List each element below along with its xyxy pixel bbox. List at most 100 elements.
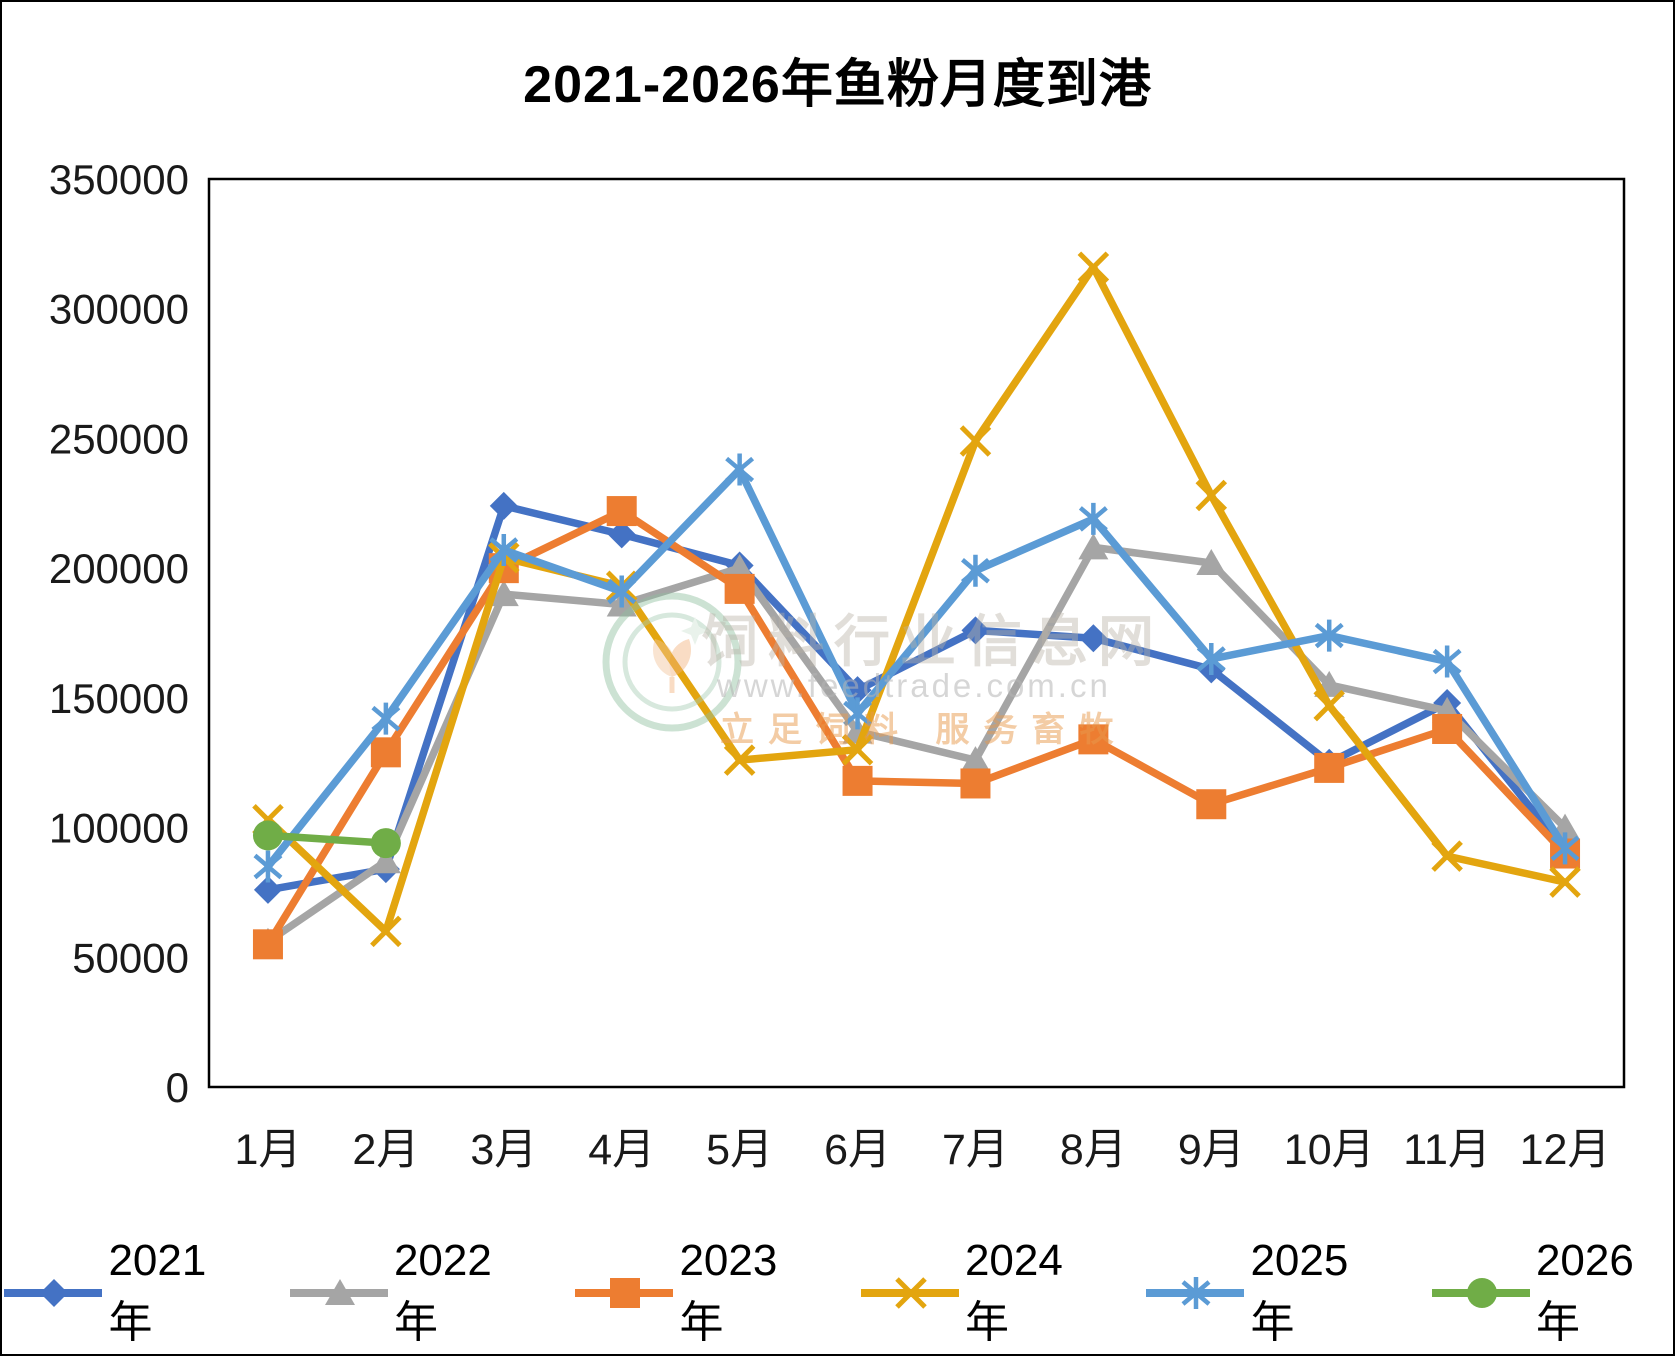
- marker-diamond: [40, 1279, 68, 1307]
- x-axis-label: 11月: [1403, 1126, 1491, 1174]
- legend-swatch: [1431, 1278, 1530, 1308]
- series-line: [264, 465, 1569, 871]
- marker-asterisk: [1181, 1277, 1211, 1309]
- marker-x: [841, 733, 874, 766]
- marker-square: [1196, 789, 1227, 820]
- legend-label: 2025年: [1250, 1236, 1349, 1347]
- marker-triangle: [370, 847, 401, 874]
- series-line: [264, 543, 1569, 946]
- marker-square: [370, 737, 401, 768]
- series-line: [264, 507, 1569, 949]
- legend-item-2026年: 2026年: [1430, 1236, 1674, 1350]
- x-axis-label: 4月: [588, 1126, 655, 1174]
- x-axis-label: 10月: [1284, 1126, 1375, 1174]
- legend-swatch: [575, 1278, 674, 1308]
- legend-label: 2023年: [679, 1236, 778, 1347]
- marker-triangle: [1196, 548, 1227, 575]
- legend-label: 2021年: [108, 1236, 207, 1347]
- marker-diamond: [253, 875, 282, 904]
- marker-square: [1078, 724, 1109, 755]
- plot-area: 0 50000 100000 150000 200000 250000 300000 3500…: [49, 156, 1626, 1174]
- y-axis-label: 0: [166, 1064, 189, 1111]
- legend-label: 2022年: [393, 1236, 492, 1347]
- series-2026年: [252, 820, 401, 859]
- marker-asterisk: [253, 850, 283, 883]
- y-axis-label: 250000: [49, 415, 189, 462]
- marker-asterisk: [489, 533, 519, 566]
- y-axis-label: 150000: [49, 675, 189, 722]
- legend-swatch: [860, 1277, 959, 1309]
- series-2025年: [253, 453, 1580, 883]
- marker-square: [724, 573, 755, 604]
- marker-x: [370, 915, 402, 948]
- legend-item-2024年: 2024年: [859, 1236, 1103, 1350]
- marker-x: [1313, 689, 1345, 722]
- legend-label: 2026年: [1535, 1236, 1634, 1347]
- marker-triangle: [724, 554, 755, 581]
- marker-square: [252, 929, 283, 960]
- marker-asterisk: [1078, 502, 1108, 535]
- marker-triangle: [960, 746, 991, 773]
- legend-swatch: [4, 1279, 103, 1307]
- marker-square: [1432, 713, 1463, 744]
- series-line: [264, 831, 390, 847]
- x-axis-label: 6月: [824, 1126, 891, 1174]
- legend-item-2021年: 2021年: [2, 1236, 246, 1350]
- marker-square: [1314, 752, 1345, 783]
- legend: 2021年 2022年 2023年 2024年 2025年 2026年: [2, 1236, 1673, 1350]
- marker-diamond: [1079, 624, 1108, 653]
- series-2024年: [252, 251, 1581, 948]
- legend-item-2023年: 2023年: [573, 1236, 817, 1350]
- marker-x: [1431, 840, 1463, 872]
- marker-diamond: [607, 520, 636, 549]
- x-axis-label: 12月: [1520, 1126, 1611, 1174]
- marker-x: [959, 425, 992, 457]
- marker-x: [723, 744, 756, 776]
- marker-triangle: [324, 1279, 355, 1305]
- y-axis-label: 350000: [49, 156, 189, 203]
- x-axis-label: 7月: [942, 1126, 1009, 1174]
- marker-asterisk: [725, 453, 755, 486]
- marker-x: [1195, 479, 1228, 512]
- y-axis-label: 100000: [49, 805, 189, 852]
- legend-swatch: [289, 1279, 388, 1305]
- x-axis-label: 9月: [1178, 1126, 1245, 1174]
- marker-circle: [252, 820, 283, 851]
- marker-asterisk: [1432, 645, 1462, 678]
- marker-circle: [370, 828, 401, 859]
- x-axis-label: 5月: [706, 1126, 773, 1174]
- y-axis-label: 300000: [49, 286, 189, 333]
- legend-item-2025年: 2025年: [1144, 1236, 1388, 1350]
- marker-x: [894, 1277, 927, 1309]
- series-line: [264, 263, 1569, 936]
- marker-square: [610, 1278, 640, 1308]
- marker-asterisk: [843, 697, 872, 730]
- marker-triangle: [488, 580, 519, 607]
- y-axis-label: 50000: [72, 934, 189, 981]
- marker-x: [1549, 866, 1581, 898]
- marker-triangle: [1078, 533, 1109, 560]
- marker-x: [1077, 251, 1110, 283]
- x-axis-label: 8月: [1060, 1126, 1127, 1174]
- marker-asterisk: [1550, 832, 1580, 865]
- marker-asterisk: [607, 575, 637, 608]
- marker-diamond: [961, 616, 990, 645]
- legend-swatch: [1146, 1277, 1245, 1309]
- x-axis-label: 1月: [234, 1126, 301, 1174]
- x-axis-label: 3月: [470, 1126, 537, 1174]
- y-axis-label: 200000: [49, 545, 189, 592]
- marker-asterisk: [371, 702, 401, 735]
- x-axis-label: 2月: [352, 1126, 419, 1174]
- legend-item-2022年: 2022年: [288, 1236, 532, 1350]
- marker-asterisk: [1196, 642, 1226, 675]
- marker-square: [960, 768, 991, 799]
- series-line: [264, 502, 1569, 894]
- marker-diamond: [489, 491, 518, 520]
- marker-square: [842, 765, 873, 796]
- plot-border: [207, 177, 1626, 1089]
- marker-circle: [1466, 1278, 1497, 1308]
- marker-asterisk: [1314, 619, 1344, 652]
- chart-title: 2021-2026年鱼粉月度到港: [523, 56, 1152, 114]
- legend-label: 2024年: [964, 1236, 1063, 1347]
